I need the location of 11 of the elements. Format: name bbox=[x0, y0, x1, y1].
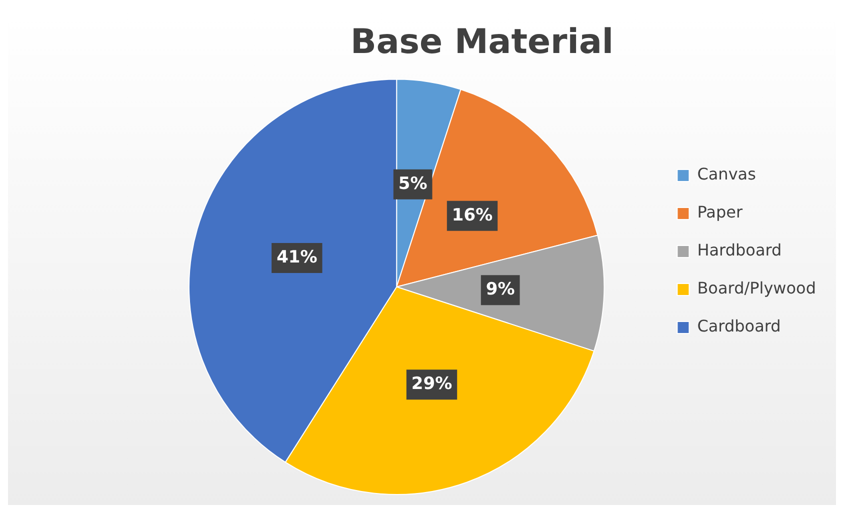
chart-title: Base Material bbox=[350, 22, 614, 62]
legend-label: Board/Plywood bbox=[697, 278, 816, 298]
legend-label: Cardboard bbox=[697, 316, 781, 336]
data-label: 9% bbox=[486, 280, 515, 300]
data-label: 29% bbox=[411, 374, 452, 394]
data-label: 5% bbox=[398, 174, 428, 194]
legend-label: Paper bbox=[697, 202, 743, 222]
data-label: 16% bbox=[452, 205, 493, 226]
legend-label: Canvas bbox=[697, 164, 756, 184]
data-label: 41% bbox=[276, 247, 318, 268]
legend-label: Hardboard bbox=[697, 240, 782, 260]
